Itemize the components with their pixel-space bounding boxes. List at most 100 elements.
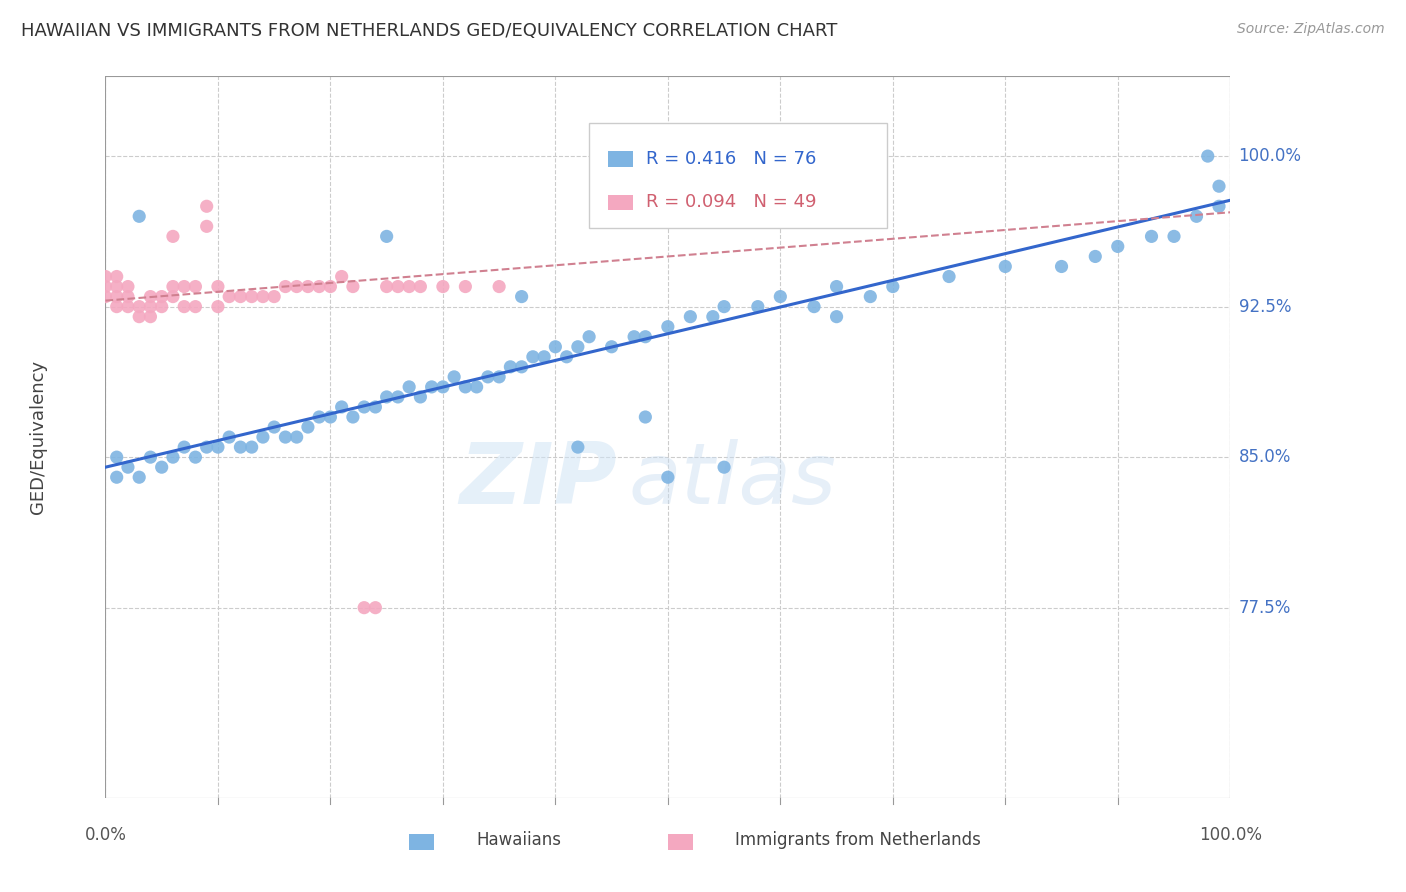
Point [578,329,600,343]
Point [555,350,578,364]
Point [1140,229,1163,244]
Text: 0.0%: 0.0% [84,826,127,844]
Point [657,319,679,334]
Point [94,279,117,293]
Point [567,440,589,454]
Point [409,279,432,293]
Point [263,420,285,434]
Point [105,300,128,314]
Point [150,289,173,303]
Point [240,440,263,454]
Point [319,410,342,425]
Point [465,380,488,394]
Point [252,430,274,444]
Point [195,440,218,454]
Text: Immigrants from Netherlands: Immigrants from Netherlands [735,830,981,848]
Bar [609,194,633,211]
Point [454,279,477,293]
Point [117,460,139,475]
Point [173,440,195,454]
Point [128,209,150,223]
Point [769,289,792,303]
Text: Hawaiians: Hawaiians [477,830,561,848]
Point [375,390,398,404]
Point [1084,250,1107,264]
Point [128,300,150,314]
Point [420,380,443,394]
Point [747,300,769,314]
Point [679,310,702,324]
Point [387,279,409,293]
Text: ZIP: ZIP [460,439,617,522]
Text: 92.5%: 92.5% [1239,298,1291,316]
Point [263,289,285,303]
Text: GED/Equivalency: GED/Equivalency [30,360,46,514]
Point [162,289,184,303]
Point [713,300,735,314]
Point [432,279,454,293]
Point [353,600,375,615]
Point [702,310,724,324]
Point [319,279,342,293]
Point [150,460,173,475]
Point [330,269,353,284]
Text: atlas: atlas [628,439,837,522]
Point [713,460,735,475]
Point [207,279,229,293]
Point [510,359,533,374]
Point [1197,149,1219,163]
Point [173,279,195,293]
Text: 100.0%: 100.0% [1199,826,1261,844]
Point [623,329,645,343]
Point [162,450,184,465]
Point [567,340,589,354]
Point [825,279,848,293]
Point [139,289,162,303]
FancyBboxPatch shape [589,123,887,227]
Point [499,359,522,374]
Text: R = 0.094   N = 49: R = 0.094 N = 49 [647,194,817,211]
Point [1208,179,1230,194]
Point [657,470,679,484]
Text: HAWAIIAN VS IMMIGRANTS FROM NETHERLANDS GED/EQUIVALENCY CORRELATION CHART: HAWAIIAN VS IMMIGRANTS FROM NETHERLANDS … [21,22,838,40]
Point [297,420,319,434]
Point [342,410,364,425]
Point [139,450,162,465]
Text: 100.0%: 100.0% [1239,147,1302,165]
Point [128,470,150,484]
Point [600,340,623,354]
Point [454,380,477,394]
Point [432,380,454,394]
Point [94,269,117,284]
Point [1107,239,1129,253]
Point [229,289,252,303]
Bar [609,151,633,167]
Point [105,450,128,465]
Point [195,199,218,213]
Point [105,470,128,484]
Point [1050,260,1073,274]
Point [544,340,567,354]
Text: 85.0%: 85.0% [1239,448,1291,467]
Point [274,430,297,444]
Point [128,310,150,324]
Point [173,300,195,314]
Point [398,279,420,293]
Text: R = 0.416   N = 76: R = 0.416 N = 76 [647,150,817,168]
Point [938,269,960,284]
Point [375,279,398,293]
Point [184,450,207,465]
Point [409,390,432,404]
Point [285,430,308,444]
Text: Source: ZipAtlas.com: Source: ZipAtlas.com [1237,22,1385,37]
Point [994,260,1017,274]
Point [522,350,544,364]
Point [488,279,510,293]
Point [342,279,364,293]
Point [308,279,330,293]
Point [117,279,139,293]
Point [353,400,375,414]
Point [252,289,274,303]
Point [634,329,657,343]
Point [105,269,128,284]
